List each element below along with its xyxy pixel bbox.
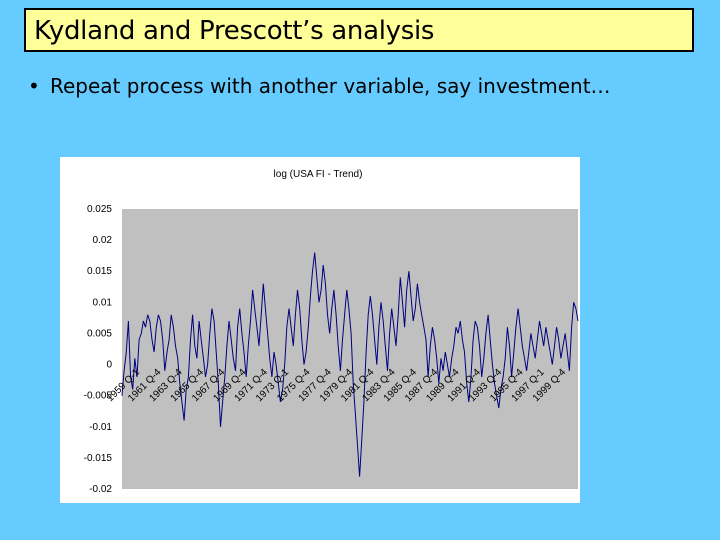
y-tick-label: 0.025 bbox=[87, 204, 112, 215]
chart-title: log (USA FI - Trend) bbox=[274, 169, 363, 180]
y-tick-label: 0.005 bbox=[87, 328, 112, 339]
y-tick-label: -0.015 bbox=[84, 453, 113, 464]
slide-title-box: Kydland and Prescott’s analysis bbox=[24, 8, 694, 52]
y-tick-label: -0.02 bbox=[89, 484, 112, 495]
y-tick-label: 0.015 bbox=[87, 266, 112, 277]
series-line bbox=[121, 252, 579, 477]
plot-area: 0.025 0.02 0.015 0.01 0.005 0 -0.005 -0.01 -0.01… bbox=[84, 204, 579, 495]
chart-frame: log (USA FI - Trend) 0.025 0.02 0.015 0.01 0… bbox=[60, 157, 580, 503]
chart-svg: log (USA FI - Trend) 0.0250.020.0150.010… bbox=[84, 169, 579, 495]
bullet-item: • Repeat process with another variable, s… bbox=[28, 74, 611, 98]
plot-background bbox=[122, 209, 578, 489]
bullet-dot-icon: • bbox=[28, 74, 40, 98]
y-tick-label: 0 bbox=[106, 360, 112, 371]
bullet-text: Repeat process with another variable, sa… bbox=[50, 74, 611, 98]
y-tick-label: -0.01 bbox=[89, 422, 112, 433]
y-tick-label: -0.005 bbox=[84, 391, 113, 402]
y-tick-label: 0.02 bbox=[93, 235, 113, 246]
y-tick-label: 0.01 bbox=[93, 297, 113, 308]
slide-title: Kydland and Prescott’s analysis bbox=[34, 16, 435, 46]
